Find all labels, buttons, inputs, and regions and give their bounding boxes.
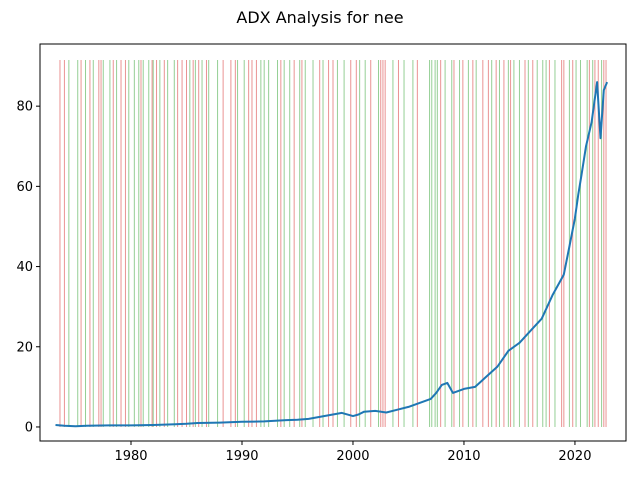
chart-title: ADX Analysis for nee [236, 8, 403, 27]
price-series-layer [55, 81, 609, 428]
y-tick-label: 0 [25, 420, 33, 435]
y-tick-label: 20 [16, 340, 33, 355]
x-tick-label: 2010 [447, 449, 480, 464]
y-axis-ticks: 0 20 40 60 80 [16, 100, 40, 435]
price-line [55, 81, 609, 428]
y-tick-label: 60 [16, 180, 33, 195]
signal-lines-layer [59, 60, 607, 427]
x-tick-label: 1990 [225, 449, 258, 464]
x-tick-label: 2000 [336, 449, 369, 464]
y-tick-label: 80 [16, 100, 33, 115]
x-tick-label: 2020 [558, 449, 591, 464]
x-axis-ticks: 1980 1990 2000 2010 2020 [114, 441, 591, 464]
x-tick-label: 1980 [114, 449, 147, 464]
y-tick-label: 40 [16, 260, 33, 275]
plot-frame [39, 43, 627, 442]
